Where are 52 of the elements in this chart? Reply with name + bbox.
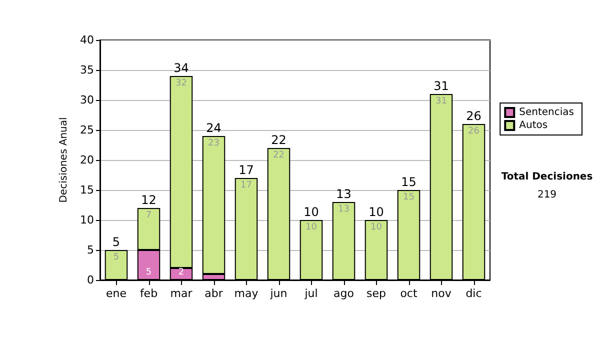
data-label: 15 [403, 192, 414, 202]
legend-label: Autos [519, 120, 548, 131]
total-label: 15 [401, 175, 416, 189]
x-tick-label: may [234, 287, 259, 300]
data-label: 31 [436, 96, 447, 106]
y-tick-label: 15 [80, 184, 94, 196]
data-label: 32 [176, 78, 187, 88]
x-tick-label: nov [431, 287, 452, 300]
data-label: 10 [370, 222, 382, 232]
data-label: 5 [146, 268, 152, 278]
data-label: 23 [208, 138, 220, 148]
y-tick-label: 0 [87, 274, 94, 286]
x-tick-label: feb [140, 287, 158, 300]
x-tick-label: jul [304, 287, 318, 300]
x-tick-label: abr [204, 287, 224, 300]
text: Total Decisiones [501, 172, 593, 182]
x-tick-label: mar [170, 287, 193, 300]
legend-label: Sentencias [519, 107, 574, 118]
data-label: 10 [306, 222, 318, 232]
total-label: 17 [238, 163, 254, 177]
y-tick-label: 40 [80, 34, 94, 46]
data-label: 2 [178, 268, 184, 278]
x-tick-label: dic [466, 287, 482, 300]
total-label: 10 [304, 205, 319, 219]
data-label: 7 [146, 210, 152, 220]
data-label: 5 [113, 252, 120, 262]
total-label: 22 [271, 133, 286, 147]
x-tick-label: ene [106, 287, 127, 300]
y-axis-title: Decisiones Anual [58, 117, 70, 203]
y-tick-label: 20 [80, 154, 94, 166]
total-label: 26 [466, 109, 482, 123]
x-tick-label: jun [269, 287, 288, 300]
total-label: 34 [174, 61, 189, 75]
data-label: 26 [468, 126, 480, 136]
x-tick-label: oct [400, 287, 418, 300]
total-label: 13 [336, 187, 352, 201]
total-label: 5 [112, 235, 120, 249]
y-tick-label: 5 [87, 244, 94, 256]
x-tick-label: ago [334, 287, 354, 300]
data-label: 22 [273, 150, 284, 160]
total-label: 24 [206, 121, 222, 135]
data-label: 13 [338, 204, 350, 214]
y-tick-label: 35 [80, 64, 94, 76]
total-label: 10 [368, 205, 384, 219]
y-tick-label: 30 [80, 94, 94, 106]
y-tick-label: 10 [80, 214, 94, 226]
y-tick-label: 25 [80, 124, 94, 136]
total-label: 12 [141, 193, 156, 207]
text: 219 [537, 190, 557, 200]
total-label: 31 [434, 79, 449, 93]
data-label: 17 [240, 180, 252, 190]
x-tick-label: sep [366, 287, 386, 300]
